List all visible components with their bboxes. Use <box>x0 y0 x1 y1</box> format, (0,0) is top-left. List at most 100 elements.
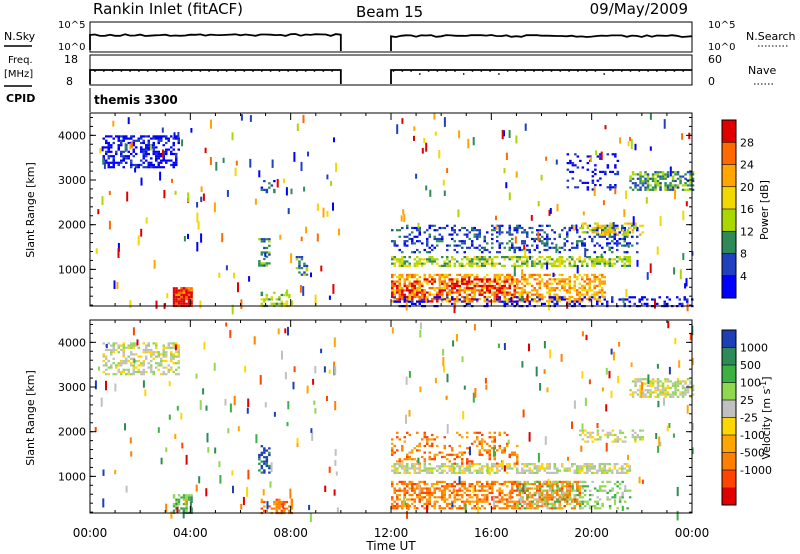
data-cell <box>94 427 97 433</box>
data-cell <box>581 467 584 470</box>
data-cell <box>135 163 138 167</box>
data-cell <box>631 244 634 247</box>
data-cell <box>316 233 319 242</box>
data-cell <box>461 282 464 285</box>
data-cell <box>486 500 489 503</box>
data-cell <box>658 436 661 447</box>
data-cell <box>644 179 647 183</box>
data-cell <box>177 509 181 512</box>
x-tick-label: 00:00 <box>73 526 108 540</box>
data-cell <box>666 173 670 176</box>
data-cell <box>561 256 564 259</box>
data-cell <box>651 188 655 191</box>
data-cell <box>125 155 128 158</box>
data-cell <box>401 483 404 486</box>
data-cell <box>486 273 489 276</box>
data-cell <box>493 465 496 468</box>
data-cell <box>481 258 484 261</box>
data-cell <box>602 200 605 206</box>
data-cell <box>563 498 566 501</box>
data-cell <box>406 510 408 519</box>
data-cell <box>684 382 687 385</box>
data-cell <box>446 373 449 383</box>
data-cell <box>548 489 552 492</box>
y-tick-label: 1000 <box>58 470 86 483</box>
data-cell <box>426 240 429 243</box>
data-cell <box>132 150 135 153</box>
data-cell <box>625 288 628 298</box>
data-cell <box>433 500 436 503</box>
data-cell <box>461 240 464 243</box>
data-cell <box>558 260 561 263</box>
nsearch-tick-top: 10^5 <box>708 20 735 31</box>
data-cell <box>466 469 469 472</box>
data-cell <box>126 191 129 202</box>
data-cell <box>423 463 426 466</box>
data-cell <box>551 229 554 232</box>
data-cell <box>170 152 173 156</box>
data-cell <box>265 238 269 241</box>
data-cell <box>401 293 404 296</box>
data-cell <box>581 224 585 227</box>
data-cell <box>468 469 471 472</box>
data-cell <box>528 302 531 305</box>
data-cell <box>638 476 641 484</box>
data-cell <box>265 460 269 463</box>
data-cell <box>436 300 439 303</box>
data-cell <box>491 264 494 267</box>
data-cell <box>563 491 567 494</box>
data-cell <box>107 144 110 147</box>
data-cell <box>428 235 431 238</box>
data-cell <box>249 158 252 168</box>
data-cell <box>466 276 469 279</box>
data-cell <box>593 293 596 296</box>
data-cell <box>275 507 279 510</box>
data-cell <box>533 487 537 490</box>
data-cell <box>526 280 529 283</box>
data-cell <box>511 282 514 285</box>
data-cell <box>546 240 549 243</box>
data-cell <box>458 264 461 267</box>
data-cell <box>566 485 569 488</box>
data-cell <box>172 362 175 365</box>
data-cell <box>574 186 577 189</box>
data-cell <box>165 351 168 354</box>
data-cell <box>481 489 484 492</box>
data-cell <box>531 505 534 508</box>
data-cell <box>659 380 662 383</box>
data-cell <box>125 357 128 360</box>
data-cell <box>566 162 570 165</box>
data-cell <box>551 300 554 303</box>
data-cell <box>601 502 604 505</box>
data-cell <box>588 295 591 298</box>
data-cell <box>441 295 444 298</box>
data-cell <box>185 509 188 512</box>
data-cell <box>586 471 589 474</box>
data-cell <box>496 505 499 508</box>
data-cell <box>117 248 120 258</box>
data-cell <box>162 159 165 162</box>
data-cell <box>685 201 688 207</box>
data-cell <box>421 498 424 501</box>
nave-dot <box>410 70 412 72</box>
data-cell <box>593 467 596 470</box>
data-cell <box>606 224 609 227</box>
data-cell <box>132 364 135 367</box>
data-cell <box>471 262 474 265</box>
data-cell <box>567 456 569 461</box>
data-cell <box>558 296 561 299</box>
data-cell <box>481 471 484 474</box>
data-cell <box>443 226 446 230</box>
data-cell <box>328 369 331 374</box>
data-cell <box>393 244 396 247</box>
data-cell <box>578 471 581 474</box>
data-cell <box>110 366 113 369</box>
data-cell <box>583 280 586 283</box>
data-cell <box>130 152 133 156</box>
data-cell <box>548 273 551 276</box>
data-cell <box>468 293 471 296</box>
data-cell <box>486 496 489 499</box>
data-cell <box>656 378 660 381</box>
data-cell <box>428 469 431 472</box>
data-cell <box>423 280 426 283</box>
